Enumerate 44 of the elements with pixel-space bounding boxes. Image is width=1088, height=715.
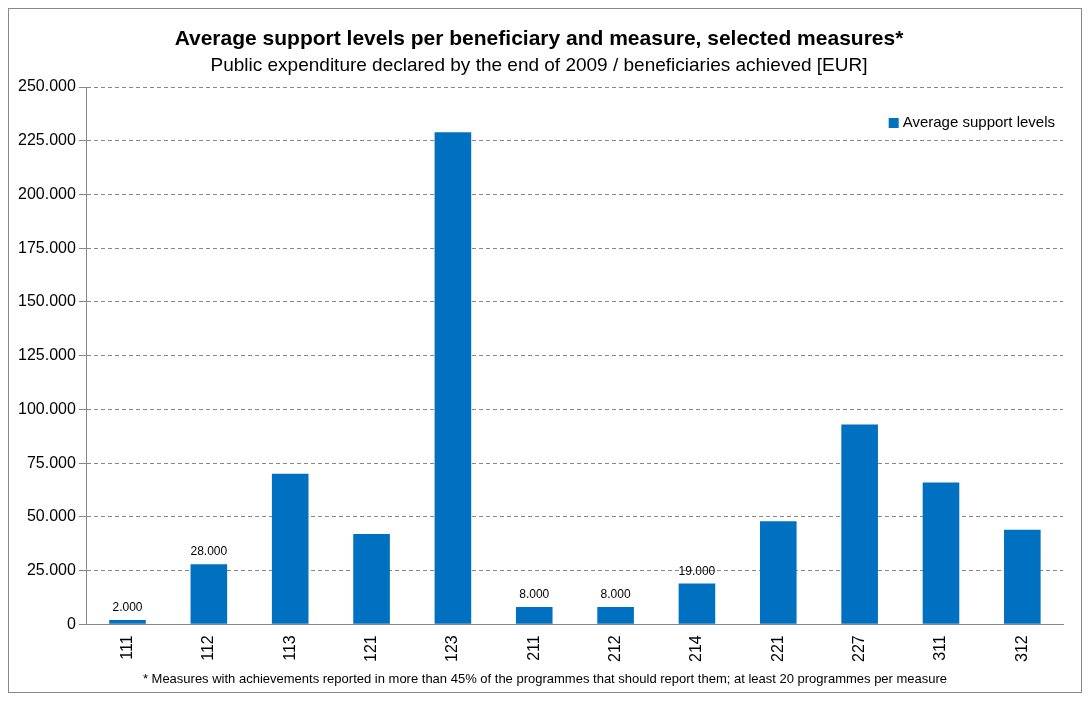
data-label: 19.000: [678, 563, 716, 578]
bar: [434, 132, 472, 624]
bar: [597, 607, 634, 624]
bar: [759, 521, 797, 624]
y-tick-label: 50.000: [26, 507, 76, 525]
x-tick-label: 211: [524, 635, 542, 661]
bar: [922, 482, 960, 624]
data-label: 8.000: [519, 587, 550, 602]
x-tick-label: 312: [1012, 635, 1030, 663]
y-tick-label: 200.000: [17, 184, 76, 202]
x-tick-label: 212: [606, 635, 623, 663]
bar: [841, 424, 878, 624]
bar: [515, 607, 553, 624]
x-tick-label: 214: [687, 635, 705, 663]
x-tick-label: 111: [117, 635, 135, 660]
y-tick-label: 250.000: [17, 77, 76, 95]
text: * Measures with achievements reported in more than 45% of the programmes that should report them; at least 20 programmes per measure: [141, 670, 949, 688]
y-tick-label: 225.000: [17, 131, 76, 149]
bar: [109, 620, 146, 624]
bar: [678, 583, 716, 624]
y-tick-label: 0: [66, 614, 76, 632]
x-tick-label: 221: [768, 635, 786, 663]
legend-label: Average support levels: [902, 113, 1056, 131]
x-tick-label: 311: [931, 635, 949, 661]
x-tick-label: 123: [443, 635, 461, 663]
data-label: 8.000: [600, 587, 631, 602]
x-tick-label: 121: [361, 635, 379, 663]
x-tick-label: 112: [199, 635, 217, 661]
bar: [190, 564, 228, 624]
y-tick-label: 100.000: [17, 399, 76, 417]
y-tick-label: 25.000: [26, 560, 76, 578]
data-label: 28.000: [190, 544, 228, 559]
x-tick-label: 227: [850, 635, 868, 663]
y-tick-label: 75.000: [26, 453, 76, 471]
chart-subtitle: Public expenditure declared by the end of 2009 / beneficiaries achieved [EUR]: [210, 53, 868, 75]
chart-title: Average support levels per beneficiary and measure, selected measures*: [174, 26, 905, 50]
data-label: 2.000: [112, 600, 143, 615]
x-tick-label: 113: [280, 635, 298, 661]
bar: [353, 534, 390, 624]
bar: [271, 473, 309, 624]
y-tick-label: 175.000: [17, 238, 76, 256]
y-tick-label: 125.000: [17, 346, 76, 364]
y-tick-label: 150.000: [17, 292, 76, 310]
bar: [1004, 529, 1041, 624]
